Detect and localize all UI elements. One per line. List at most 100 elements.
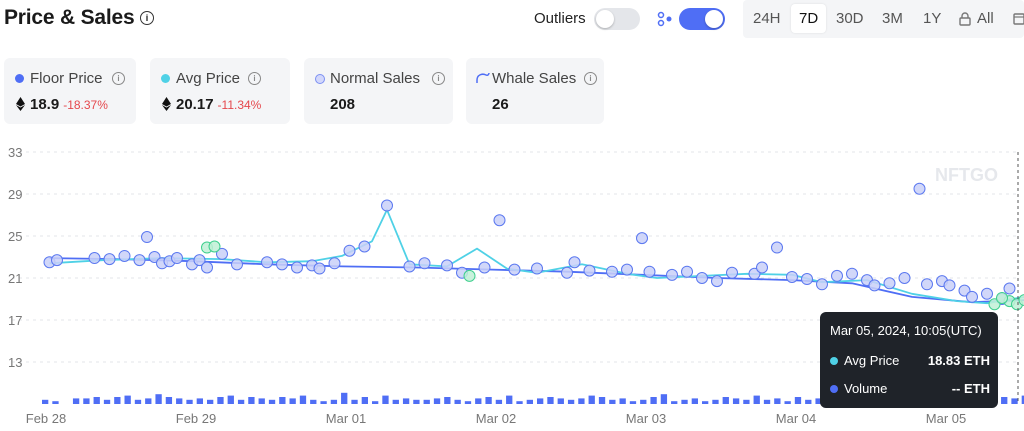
volume-bar	[114, 397, 121, 404]
tooltip-label: Volume	[844, 381, 888, 396]
volume-bar	[660, 394, 668, 404]
volume-bar	[382, 395, 389, 404]
normal-sale-point	[756, 261, 768, 274]
volume-bar	[557, 398, 564, 404]
volume-bar	[516, 401, 523, 404]
volume-bar	[227, 395, 234, 404]
volume-bar	[464, 401, 472, 404]
filter-icon[interactable]	[657, 11, 673, 27]
normal-sale-point	[141, 231, 153, 244]
volume-bar	[712, 399, 719, 404]
normal-sale-point	[403, 260, 416, 273]
volume-bar	[433, 398, 441, 404]
volume-bar	[629, 401, 637, 404]
info-icon[interactable]: i	[112, 72, 125, 85]
volume-bar	[444, 397, 451, 404]
volume-bar	[217, 397, 224, 404]
volume-bar	[186, 399, 193, 404]
volume-bar	[207, 399, 214, 404]
normal-sale-point	[313, 262, 326, 275]
avg-price-card: Avg Price i 20.17 -11.34%	[150, 58, 290, 124]
y-tick-label: 29	[8, 187, 22, 202]
volume-bar	[794, 397, 802, 404]
x-tick-label: Feb 28	[26, 411, 66, 426]
volume-bar	[495, 399, 503, 404]
info-icon[interactable]: i	[248, 72, 261, 85]
volume-bar	[237, 399, 245, 404]
normal-sale-point	[276, 258, 288, 271]
price-sales-chart[interactable]: 13 17 21 25 29 33 NFTGO Feb 28 Feb 29 Mar 01 Mar 0…	[0, 136, 1024, 431]
volume-bar	[1001, 397, 1008, 404]
whale-sales-card: Whale Sales i 26	[466, 58, 604, 124]
volume-bar	[372, 401, 379, 404]
eth-icon	[16, 97, 25, 111]
card-value: 26	[492, 96, 509, 113]
volume-bar	[485, 397, 492, 404]
normal-sale-point	[913, 182, 926, 195]
x-tick-label: Mar 01	[326, 411, 366, 426]
normal-sale-point	[726, 266, 738, 279]
page-title: Price & Sales	[4, 6, 135, 29]
volume-bar	[454, 399, 461, 404]
normal-sale-point	[681, 265, 693, 278]
volume-bar	[763, 399, 771, 404]
volume-bar	[732, 398, 740, 404]
watermark: NFTGO	[935, 165, 998, 185]
volume-bar	[815, 398, 822, 404]
whale-sale-point	[208, 240, 221, 253]
whale-sale-point	[463, 269, 476, 282]
normal-sale-point	[216, 247, 228, 260]
normal-sale-point	[441, 259, 453, 272]
legend-dot	[830, 357, 838, 365]
whale-icon	[476, 72, 490, 83]
x-tick-label: Mar 02	[476, 411, 516, 426]
normal-sale-point	[508, 263, 521, 276]
legend-dot-avg	[161, 74, 170, 83]
range-1y[interactable]: 1Y	[923, 10, 942, 27]
filter-toggle[interactable]	[679, 8, 725, 30]
volume-bar	[506, 395, 513, 404]
normal-sale-point	[531, 262, 543, 275]
normal-sale-point	[883, 277, 896, 290]
normal-sale-point	[1003, 282, 1016, 295]
tooltip-row-avg: Avg Price 18.83 ETH	[830, 353, 990, 368]
normal-sale-point	[981, 287, 993, 300]
normal-sale-point	[711, 275, 723, 288]
toggle-knob	[596, 10, 614, 28]
range-all[interactable]: All	[977, 10, 994, 27]
range-7d[interactable]: 7D	[791, 4, 827, 33]
tooltip-value: 18.83 ETH	[927, 353, 990, 368]
range-30d[interactable]: 30D	[836, 10, 864, 27]
info-icon[interactable]: i	[432, 72, 445, 85]
volume-bar	[609, 399, 616, 404]
normal-sale-point	[921, 278, 933, 291]
avg-price-line	[49, 208, 1024, 305]
info-icon[interactable]: i	[584, 72, 597, 85]
range-24h[interactable]: 24H	[753, 10, 781, 27]
volume-bar	[145, 398, 152, 404]
tooltip-label: Avg Price	[844, 353, 900, 368]
range-3m[interactable]: 3M	[882, 10, 903, 27]
y-tick-label: 13	[8, 355, 22, 370]
info-icon[interactable]: i	[140, 11, 154, 25]
y-tick-label: 25	[8, 229, 22, 244]
normal-sale-point	[966, 290, 978, 303]
x-tick-label: Mar 03	[626, 411, 666, 426]
volume-bar	[392, 399, 399, 404]
normal-sale-point	[568, 256, 581, 269]
normal-sale-point	[801, 273, 813, 286]
tooltip-value: -- ETH	[951, 381, 990, 396]
normal-sale-point	[561, 266, 573, 279]
normal-sale-point	[696, 272, 708, 284]
normal-sale-point	[103, 253, 116, 266]
card-change: -18.37%	[63, 98, 108, 112]
x-tick-label: Feb 29	[176, 411, 216, 426]
calendar-icon[interactable]	[1013, 11, 1024, 25]
card-label: Avg Price	[176, 70, 240, 87]
x-tick-label: Mar 05	[926, 411, 966, 426]
outliers-label: Outliers	[534, 10, 586, 27]
volume-bar	[640, 399, 647, 404]
outliers-toggle[interactable]	[594, 8, 640, 30]
normal-sale-point	[786, 270, 798, 283]
toggle-knob	[705, 10, 723, 28]
